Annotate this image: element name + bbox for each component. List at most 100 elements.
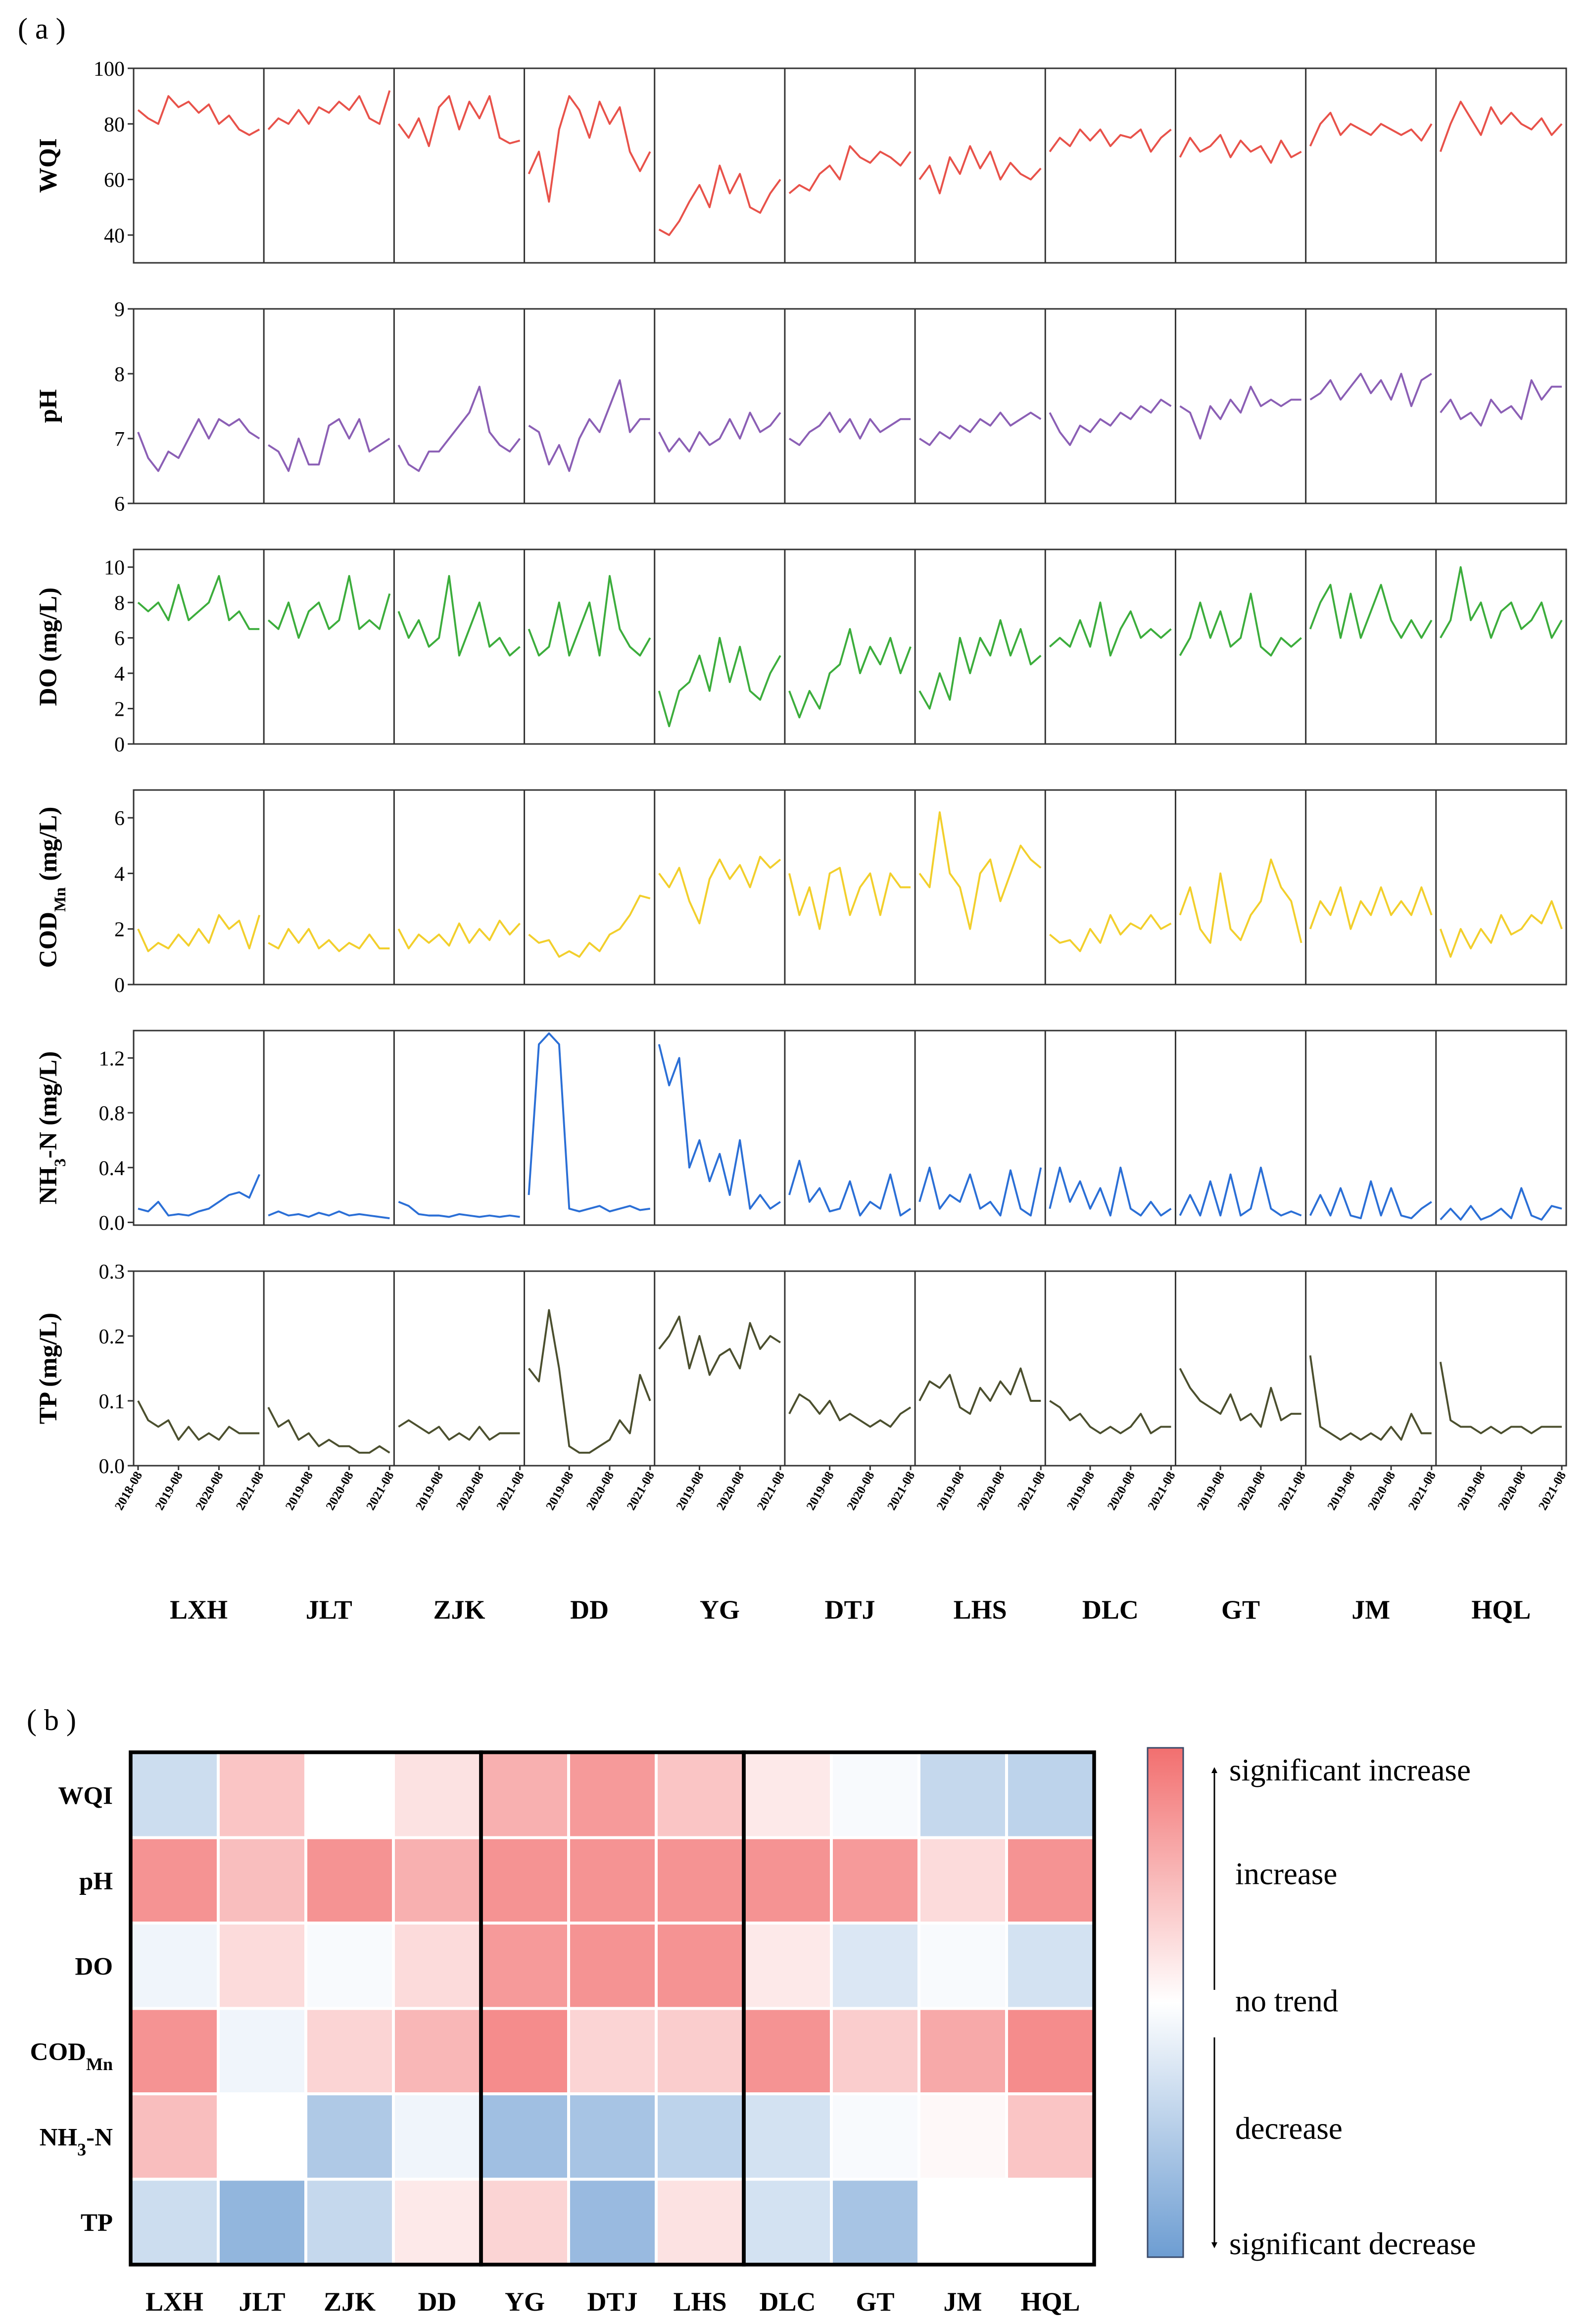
y-tick-label: 0.4 xyxy=(99,1157,125,1180)
heatmap-cell xyxy=(1005,2092,1096,2181)
heatmap-cell xyxy=(742,2177,833,2266)
series-line xyxy=(1049,1166,1172,1217)
label-part: NH xyxy=(35,1167,62,1205)
colorbar-label: no trend xyxy=(1235,1984,1338,2019)
y-tick-label: 0.2 xyxy=(99,1326,125,1348)
x-tick-label: 2019-08 xyxy=(1324,1469,1358,1513)
heatmap-cell xyxy=(830,1922,921,2010)
site-label: DLC xyxy=(1082,1595,1139,1625)
series-line xyxy=(918,145,1042,195)
site-label: JM xyxy=(1351,1595,1390,1625)
series-line xyxy=(658,164,781,236)
x-tick-label: 2021-08 xyxy=(1014,1469,1048,1513)
heatmap-cell xyxy=(480,1836,571,1925)
x-tick-label: 2021-08 xyxy=(233,1469,267,1513)
y-tick-label: 8 xyxy=(114,363,125,386)
y-tick-label: 1.2 xyxy=(99,1047,125,1070)
column-label: LHS xyxy=(673,2287,726,2317)
y-axis-label: DO (mg/L) xyxy=(35,588,62,706)
group-frame xyxy=(742,1750,1096,2267)
heatmap-cell xyxy=(480,2092,571,2181)
label-part: pH xyxy=(79,1868,113,1895)
site-label: ZJK xyxy=(433,1595,485,1625)
heatmap-cell xyxy=(742,1922,833,2010)
series-line xyxy=(788,1159,912,1217)
heatmap-cell xyxy=(742,1751,833,1839)
series-line xyxy=(918,1166,1042,1217)
heatmap-cell xyxy=(129,2092,220,2181)
column-label: HQL xyxy=(1020,2287,1080,2317)
series-line xyxy=(1309,373,1432,407)
plot-frame xyxy=(133,1270,1567,1467)
subscript: Mn xyxy=(86,2054,113,2074)
x-tick-label: 2021-08 xyxy=(754,1469,787,1513)
label-part: DO (mg/L) xyxy=(35,588,62,706)
x-tick-label: 2021-08 xyxy=(624,1469,657,1513)
y-tick-label: 8 xyxy=(114,592,125,615)
series-line xyxy=(788,628,912,719)
heatmap-cell xyxy=(1005,1836,1096,1925)
column-label: DTJ xyxy=(587,2287,637,2317)
series-line xyxy=(528,575,651,657)
column-label: LXH xyxy=(145,2287,203,2317)
y-axis-label: pH xyxy=(35,389,62,423)
series-line xyxy=(1309,584,1433,639)
series-line xyxy=(268,418,390,472)
subscript: 3 xyxy=(77,2139,86,2159)
heatmap-cell xyxy=(392,1836,483,1925)
colorbar-label: significant decrease xyxy=(1229,2226,1476,2261)
site-label: JLT xyxy=(306,1595,352,1625)
series-line xyxy=(528,379,650,472)
y-tick-label: 0.0 xyxy=(99,1212,125,1235)
y-tick-label: 2 xyxy=(114,698,125,721)
x-tick-label: 2019-08 xyxy=(152,1469,186,1513)
heatmap-cell xyxy=(830,1751,921,1839)
y-axis-label: TP (mg/L) xyxy=(35,1313,62,1424)
heatmap-cell xyxy=(917,1751,1009,1839)
series-line xyxy=(1049,1400,1171,1434)
series-line xyxy=(1179,386,1301,440)
heatmap-cell xyxy=(1005,1922,1096,2010)
series-line xyxy=(918,1367,1041,1415)
row-label: WQI xyxy=(58,1782,113,1810)
series-line xyxy=(1049,601,1172,657)
series-line xyxy=(398,1419,520,1441)
x-tick-label: 2020-08 xyxy=(844,1469,877,1513)
series-line xyxy=(1049,128,1172,153)
label-part: COD xyxy=(35,912,62,968)
column-label: DLC xyxy=(759,2287,816,2317)
series-line xyxy=(788,145,912,195)
heatmap-cell xyxy=(480,1751,571,1839)
label-part: -N (mg/L) xyxy=(35,1051,62,1159)
label-part: WQI xyxy=(35,138,62,193)
series-line xyxy=(1179,134,1302,164)
column-label: JLT xyxy=(239,2287,285,2317)
y-tick-label: 6 xyxy=(114,628,125,650)
heatmap-cell xyxy=(742,1836,833,1925)
series-line xyxy=(658,411,781,453)
y-tick-label: 80 xyxy=(104,113,125,136)
y-axis-label: CODMn (mg/L) xyxy=(35,807,69,968)
column-label: ZJK xyxy=(324,2287,376,2317)
y-tick-label: 6 xyxy=(114,493,125,516)
heatmap-cell xyxy=(917,1922,1009,2010)
label-part: TP xyxy=(81,2209,113,2237)
series-line xyxy=(1440,566,1563,639)
x-tick-label: 2019-08 xyxy=(282,1469,316,1513)
heatmap-cell xyxy=(304,1751,395,1839)
colorbar-label: significant increase xyxy=(1229,1753,1471,1787)
heatmap-cell xyxy=(217,2177,308,2266)
series-line xyxy=(267,90,391,130)
site-label: DD xyxy=(570,1595,609,1625)
heatmap-cell xyxy=(392,1751,483,1839)
heatmap-cell xyxy=(567,2177,658,2266)
heatmap-cell xyxy=(830,2092,921,2181)
x-tick-label: 2020-08 xyxy=(1365,1469,1398,1513)
y-tick-label: 7 xyxy=(114,428,125,451)
plot-frame xyxy=(133,308,1567,504)
y-tick-label: 4 xyxy=(114,663,125,686)
x-tick-label: 2021-08 xyxy=(1275,1469,1308,1513)
heatmap-cell xyxy=(655,2092,746,2181)
